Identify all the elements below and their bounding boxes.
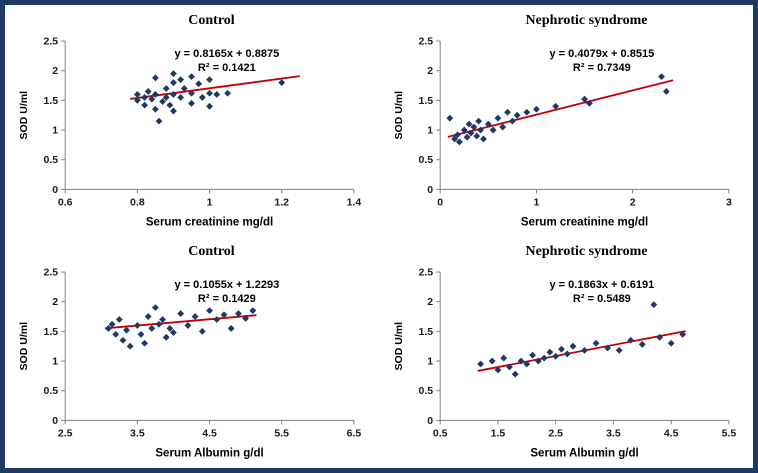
svg-text:1.5: 1.5 [491,427,506,439]
chart-control-creatinine: Control 0.6 0.8 1 1.2 1.4 0 0.5 1 1.5 2 2.5 y = 0.8… [13,11,370,232]
svg-text:1: 1 [533,196,539,208]
svg-text:6.5: 6.5 [347,427,362,439]
chart-title: Control [188,243,235,259]
svg-text:1: 1 [207,196,213,208]
scatter-plot-nephrotic-albumin: 0.5 1.5 2.5 3.5 4.5 5.500.511.522.5y = 0.1863… [393,266,737,459]
svg-text:0: 0 [427,414,433,426]
chart-title: Nephrotic syndrome [525,243,648,259]
svg-text:1.5: 1.5 [419,95,434,107]
svg-text:2: 2 [52,296,58,308]
svg-text:2.5: 2.5 [44,36,59,48]
chart-title: Nephrotic syndrome [525,13,648,28]
svg-text:y = 0.4079x + 0.8515: y = 0.4079x + 0.8515 [549,48,654,60]
svg-text:2: 2 [52,65,58,77]
svg-text:1: 1 [427,125,433,137]
svg-text:0.6: 0.6 [58,196,73,208]
svg-text:1.2: 1.2 [274,196,289,208]
svg-text:0.5: 0.5 [419,154,434,166]
svg-text:0.5: 0.5 [433,427,448,439]
svg-text:2.5: 2.5 [419,266,434,278]
svg-text:1.5: 1.5 [419,325,434,337]
scatter-plot-control-creatinine: 0.6 0.8 1 1.2 1.4 0 0.5 1 1.5 2 2.5 y = 0.8165x + 0… [18,36,362,229]
svg-text:2: 2 [427,296,433,308]
svg-text:2.5: 2.5 [548,427,563,439]
svg-text:0.5: 0.5 [44,385,59,397]
svg-text:0: 0 [437,196,443,208]
svg-text:Serum creatinine mg/dl: Serum creatinine mg/dl [521,216,648,228]
svg-text:Serum Albumin g/dl: Serum Albumin g/dl [530,447,638,459]
svg-text:R² = 0.1421: R² = 0.1421 [198,62,256,74]
svg-text:1: 1 [52,355,58,367]
chart-nephrotic-creatinine: Nephrotic syndrome 0 1 2 3 0 0.5 1 1.5 2 2.5 y = 0… [388,11,745,232]
svg-text:SOD U/ml: SOD U/ml [18,321,30,370]
svg-text:4.5: 4.5 [202,427,217,439]
svg-text:R² = 0.7349: R² = 0.7349 [573,62,631,74]
svg-text:2: 2 [427,65,433,77]
svg-text:0: 0 [427,184,433,196]
svg-text:0.5: 0.5 [419,385,434,397]
svg-text:0.5: 0.5 [44,154,59,166]
svg-text:y = 0.8165x + 0.8875: y = 0.8165x + 0.8875 [174,48,279,60]
svg-text:0: 0 [52,184,58,196]
svg-text:R² = 0.1429: R² = 0.1429 [198,293,256,305]
svg-text:3.5: 3.5 [130,427,145,439]
svg-text:Serum Albumin g/dl: Serum Albumin g/dl [155,447,263,459]
scatter-plot-control-albumin: 2.5 3.5 4.5 5.5 6.5 0 0.5 1 1.5 2 2.5 y = 0.1055x +… [18,266,362,459]
svg-text:2: 2 [630,196,636,208]
svg-text:0: 0 [52,414,58,426]
svg-text:4.5: 4.5 [664,427,679,439]
svg-text:y = 0.1863x + 0.6191: y = 0.1863x + 0.6191 [549,279,654,291]
svg-text:SOD U/ml: SOD U/ml [393,91,405,140]
svg-text:1: 1 [427,355,433,367]
chart-title: Control [188,13,235,28]
svg-text:0.8: 0.8 [130,196,145,208]
svg-text:Serum creatinine mg/dl: Serum creatinine mg/dl [146,216,273,228]
svg-text:SOD U/ml: SOD U/ml [18,91,30,140]
svg-text:1.5: 1.5 [44,325,59,337]
svg-text:SOD U/ml: SOD U/ml [393,321,405,370]
svg-text:2.5: 2.5 [58,427,73,439]
scatter-plot-nephrotic-creatinine: 0 1 2 3 0 0.5 1 1.5 2 2.5 y = 0.4079x + 0.8515 R² =… [393,36,732,229]
chart-control-albumin: Control 2.5 3.5 4.5 5.5 6.5 0 0.5 1 1.5 2 2.5 y = 0… [13,242,370,463]
svg-text:2.5: 2.5 [44,266,59,278]
svg-text:R² = 0.5489: R² = 0.5489 [573,293,631,305]
svg-text:3: 3 [726,196,732,208]
svg-text:1.4: 1.4 [347,196,362,208]
svg-text:3.5: 3.5 [606,427,621,439]
svg-text:5.5: 5.5 [722,427,737,439]
svg-text:y = 0.1055x + 1.2293: y = 0.1055x + 1.2293 [174,279,279,291]
svg-text:5.5: 5.5 [274,427,289,439]
chart-nephrotic-albumin: Nephrotic syndrome 0.5 1.5 2.5 3.5 4.5 5.5 0 0.… [388,242,745,463]
svg-text:1: 1 [52,125,58,137]
svg-text:1.5: 1.5 [44,95,59,107]
svg-text:2.5: 2.5 [419,36,434,48]
